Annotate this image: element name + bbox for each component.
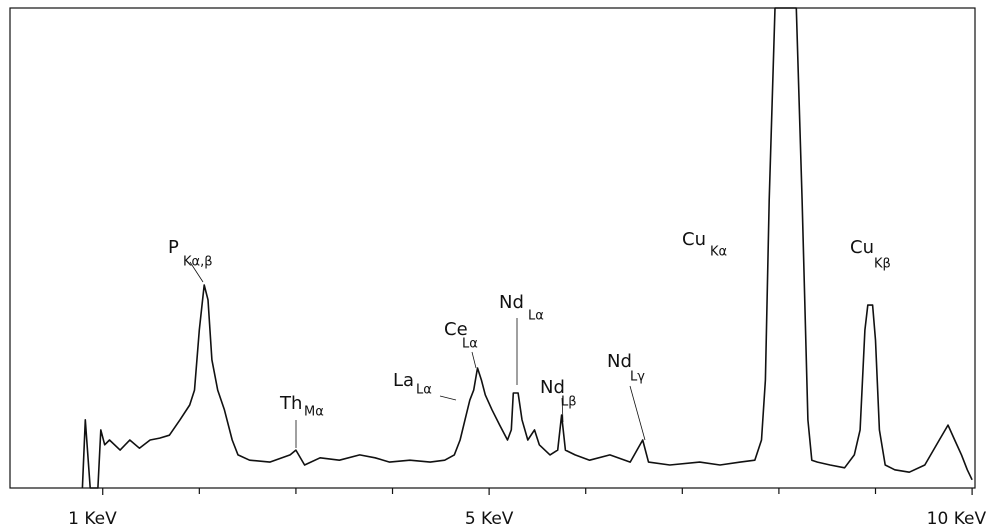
x-tick-label: 1 KeV (68, 509, 117, 529)
peak-label: Cu (850, 237, 874, 258)
peak-label: Ce (444, 319, 468, 340)
leader-line (629, 385, 646, 441)
peak-label-subscript: Lγ (630, 370, 645, 385)
peak-label: Th (279, 393, 302, 414)
spectrum-line (81, 7, 973, 489)
peak-label-subscript: Kα (710, 245, 727, 260)
leader-line (471, 351, 477, 369)
peak-label: Cu (682, 229, 706, 250)
peak-label-subscript: Lβ (561, 395, 577, 410)
leader-line (439, 395, 457, 401)
plot-frame (9, 7, 976, 489)
leader-line (189, 261, 204, 283)
peak-label-subscript: Lα (528, 309, 544, 324)
peak-label-subscript: Lα (416, 383, 432, 398)
x-tick-label: 5 KeV (465, 509, 514, 529)
peak-label: Nd (607, 351, 632, 372)
peak-label-subscript: Kβ (874, 257, 891, 272)
peak-label: La (393, 370, 414, 391)
peak-label-subscript: Kα,β (183, 255, 213, 270)
x-tick-label: 10 KeV (927, 509, 986, 529)
peak-label-subscript: Lα (462, 337, 478, 352)
peak-label-subscript: Mα (304, 405, 324, 420)
peak-label: Nd (499, 292, 524, 313)
peak-label: P (168, 237, 179, 258)
leader-line (561, 397, 564, 423)
peak-label: Nd (540, 377, 565, 398)
